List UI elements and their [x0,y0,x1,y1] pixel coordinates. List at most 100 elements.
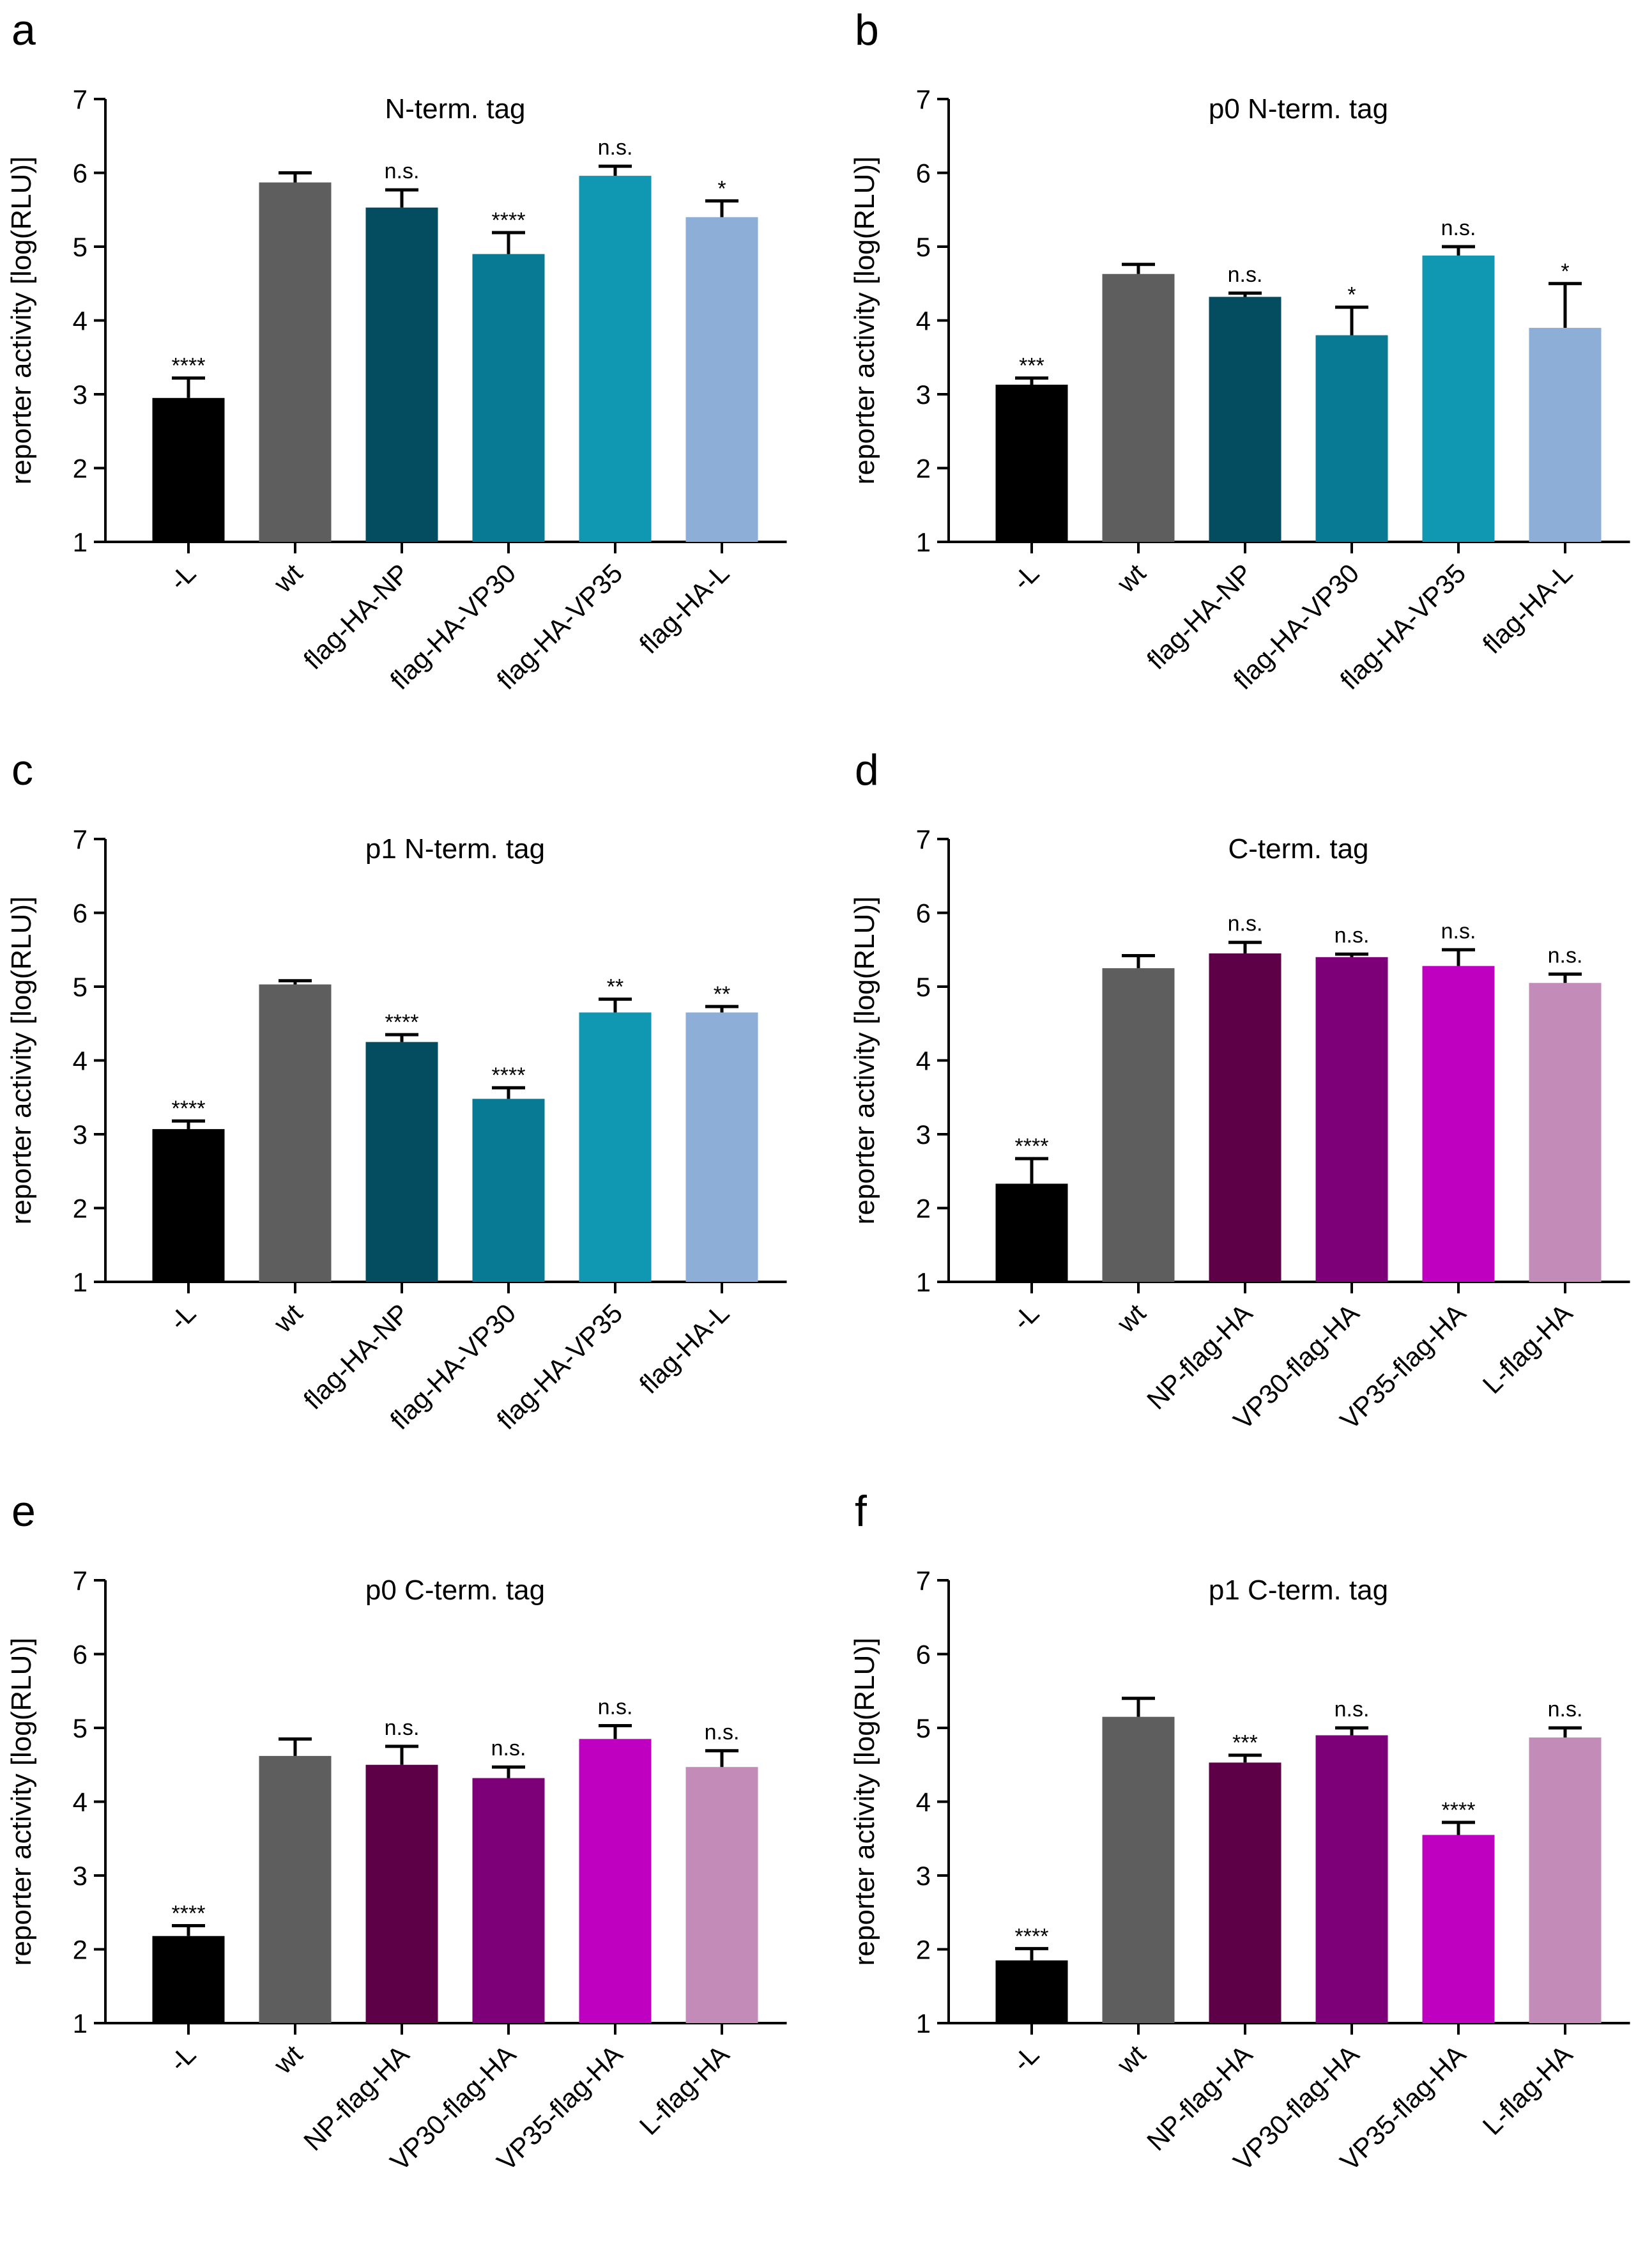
y-tick-label: 6 [916,1640,931,1670]
category-label: wt [1111,2039,1152,2080]
category-label: flag-HA-NP [298,558,415,675]
category-label: -L [164,1298,202,1336]
category-label: -L [1007,2039,1045,2077]
category-label: flag-HA-L [634,1298,735,1399]
y-tick-label: 7 [73,824,88,854]
y-axis-label: reporter activity [log(RLU)] [849,157,880,484]
bar-2 [365,1042,438,1282]
significance-label: n.s. [1441,919,1476,943]
category-label: wt [268,1298,309,1339]
bar-5 [1529,328,1602,542]
bar-2 [365,1764,438,2023]
chart-title: p1 N-term. tag [365,833,545,865]
bar-1 [1102,273,1175,542]
y-tick-label: 5 [73,972,88,1002]
bar-5 [685,217,758,542]
y-tick-label: 5 [73,232,88,262]
y-tick-label: 3 [916,1861,931,1891]
bar-3 [1315,1735,1388,2023]
y-tick-label: 4 [73,306,88,336]
significance-label: **** [1015,1924,1049,1948]
bar-1 [1102,1716,1175,2023]
y-tick-label: 2 [73,1935,88,1965]
significance-label: *** [1019,354,1044,378]
significance-label: * [1561,259,1569,284]
bar-5 [1529,1737,1602,2023]
category-label: wt [268,2039,309,2080]
significance-label: n.s. [385,1716,420,1740]
panel-b: b p0 N-term. tag 1 2 3 4 5 6 7 reporter activity … [849,6,1630,695]
bar-2 [1209,1762,1281,2023]
bar-0 [995,384,1068,542]
y-axis-label: reporter activity [log(RLU)] [6,1638,37,1966]
y-tick-label: 3 [916,1120,931,1150]
y-axis-label: reporter activity [log(RLU)] [6,157,37,484]
y-tick-label: 5 [916,1713,931,1743]
significance-label: **** [172,354,206,378]
y-tick-label: 3 [916,380,931,410]
bar-1 [259,182,332,542]
bar-5 [1529,983,1602,1282]
significance-label: n.s. [1228,912,1263,936]
y-tick-label: 4 [916,1787,931,1817]
y-tick-label: 6 [73,1640,88,1670]
y-tick-label: 1 [73,1267,88,1297]
bar-3 [1315,957,1388,1282]
significance-label: **** [1015,1134,1049,1159]
y-tick-label: 6 [916,898,931,928]
significance-label: n.s. [1548,943,1583,967]
bar-1 [1102,968,1175,1282]
category-label: wt [1111,1298,1152,1339]
y-tick-label: 3 [73,380,88,410]
category-label: -L [164,2039,202,2077]
significance-label: **** [172,1902,206,1926]
y-tick-label: 3 [73,1120,88,1150]
category-label: wt [268,558,309,599]
category-label: L-flag-HA [1477,1298,1579,1399]
y-tick-label: 1 [73,2008,88,2038]
category-label: flag-HA-L [634,558,735,659]
y-axis-label: reporter activity [log(RLU)] [849,1638,880,1966]
bar-4 [579,176,652,542]
y-tick-label: 7 [73,1566,88,1596]
y-tick-label: 2 [916,1935,931,1965]
bar-5 [685,1012,758,1282]
category-label: L-flag-HA [634,2039,735,2141]
y-tick-label: 7 [916,824,931,854]
significance-label: n.s. [598,1695,633,1720]
bar-1 [259,1755,332,2023]
y-tick-label: 1 [916,2008,931,2038]
panel-letter: c [11,746,33,794]
significance-label: n.s. [491,1736,526,1760]
y-tick-label: 5 [916,972,931,1002]
panel-f: f p1 C-term. tag 1 2 3 4 5 6 7 reporter activity … [849,1487,1630,2176]
bar-3 [1315,335,1388,542]
significance-label: * [1347,283,1356,307]
bar-0 [995,1960,1068,2023]
bar-0 [152,397,225,542]
bar-5 [685,1767,758,2023]
significance-label: ** [714,982,730,1006]
y-tick-label: 7 [916,1566,931,1596]
bar-4 [579,1739,652,2023]
panel-d: d C-term. tag 1 2 3 4 5 6 7 reporter activity [lo… [849,746,1630,1435]
panel-c: c p1 N-term. tag 1 2 3 4 5 6 7 reporter activity … [6,746,787,1435]
y-tick-label: 6 [73,158,88,189]
significance-label: n.s. [385,159,420,183]
bar-0 [152,1128,225,1282]
y-tick-label: 5 [916,232,931,262]
significance-label: n.s. [1548,1697,1583,1722]
y-tick-label: 5 [73,1713,88,1743]
bar-1 [259,984,332,1282]
y-tick-label: 3 [73,1861,88,1891]
y-tick-label: 1 [916,1267,931,1297]
category-label: NP-flag-HA [298,2039,415,2156]
y-tick-label: 4 [916,1046,931,1076]
panel-letter: b [855,6,879,54]
panel-e: e p0 C-term. tag 1 2 3 4 5 6 7 reporter activity … [6,1487,787,2176]
significance-label: n.s. [705,1720,740,1745]
bar-4 [1422,966,1495,1282]
bar-2 [365,207,438,542]
y-axis-label: reporter activity [log(RLU)] [6,897,37,1224]
chart-title: p0 N-term. tag [1209,93,1388,125]
